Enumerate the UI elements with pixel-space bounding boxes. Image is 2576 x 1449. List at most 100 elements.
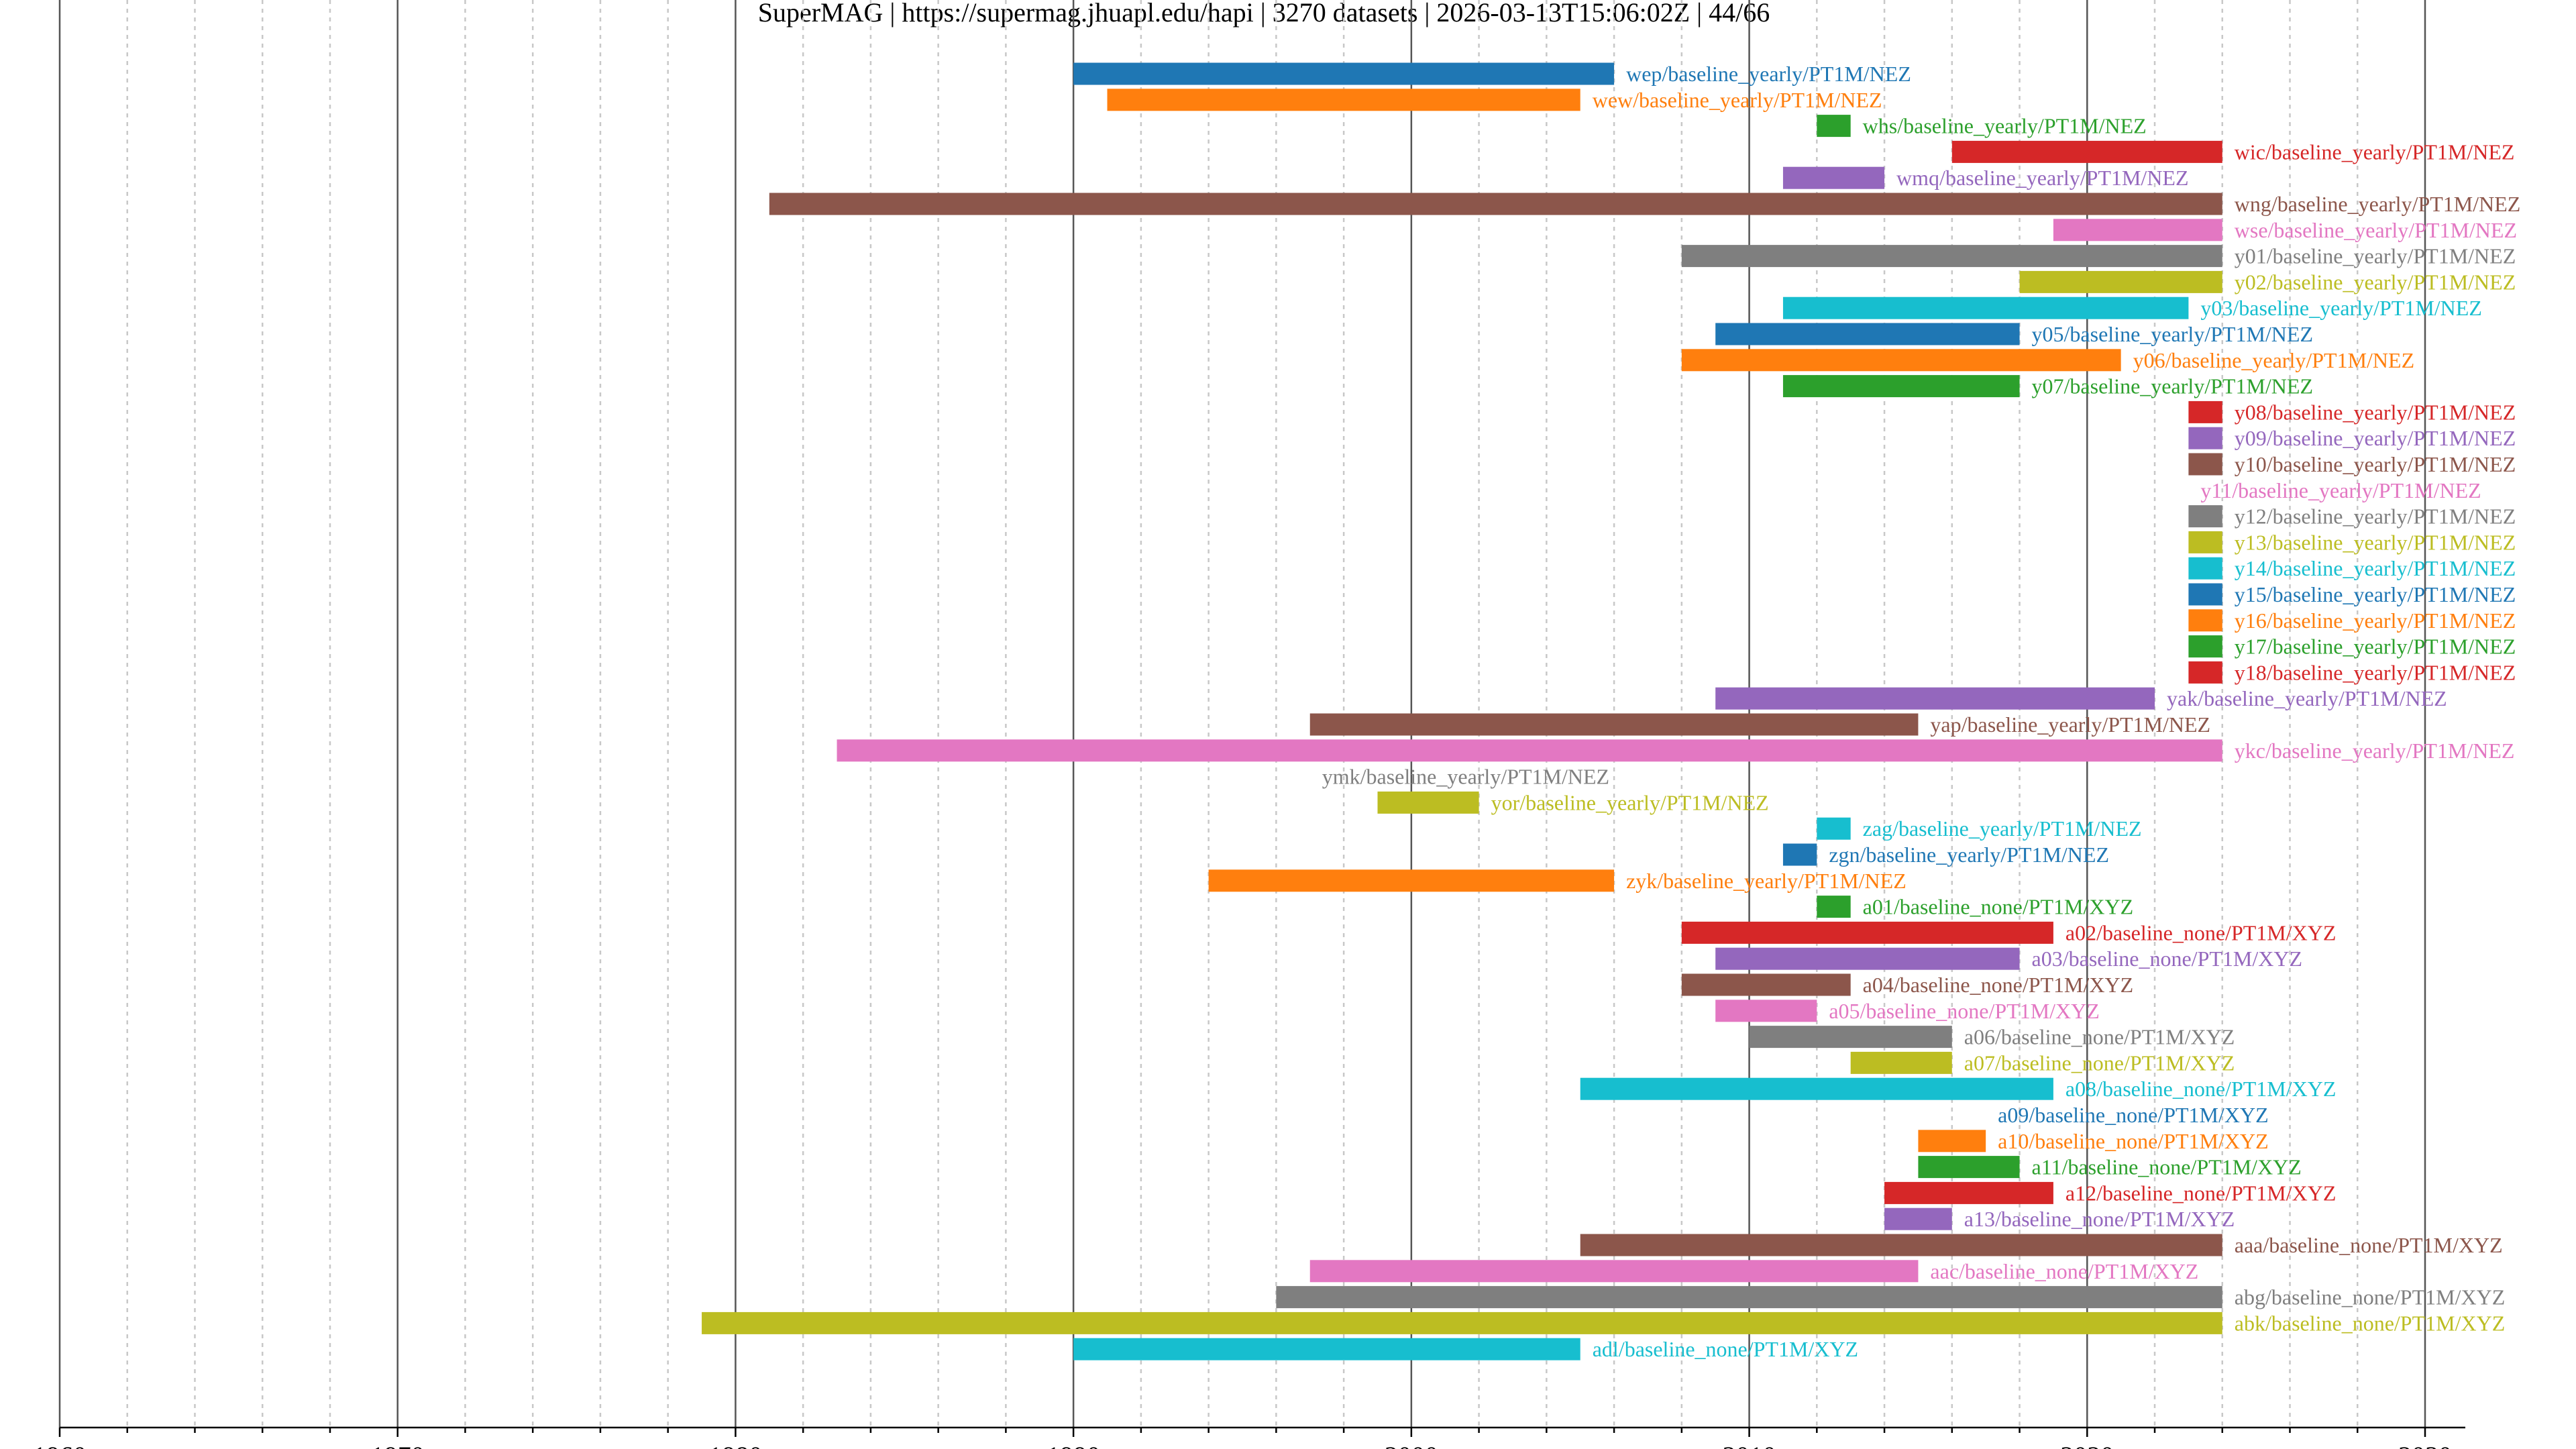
dataset-label: y09/baseline_yearly/PT1M/NEZ — [2235, 426, 2516, 450]
dataset-bar[interactable] — [1276, 1286, 2222, 1309]
dataset-bar[interactable] — [2188, 609, 2222, 632]
dataset-bar[interactable] — [1580, 1077, 2053, 1100]
dataset-label: y08/baseline_yearly/PT1M/NEZ — [2235, 400, 2516, 424]
dataset-label: aac/baseline_none/PT1M/XYZ — [1930, 1259, 2198, 1283]
dataset-label: wep/baseline_yearly/PT1M/NEZ — [1626, 62, 1911, 86]
dataset-bar[interactable] — [1681, 973, 1851, 996]
dataset-bar[interactable] — [1580, 1234, 2222, 1256]
dataset-bar[interactable] — [2019, 270, 2222, 293]
x-tick-label: 2010 — [1723, 1441, 1776, 1449]
dataset-bar[interactable] — [2188, 661, 2222, 684]
x-tick-label: 1980 — [708, 1441, 762, 1449]
chart-title: SuperMAG | https://supermag.jhuapl.edu/h… — [758, 0, 1770, 28]
dataset-label: zag/baseline_yearly/PT1M/NEZ — [1863, 816, 2142, 841]
dataset-bar[interactable] — [1715, 947, 2020, 970]
dataset-label: wse/baseline_yearly/PT1M/NEZ — [2235, 218, 2517, 242]
dataset-bar[interactable] — [1681, 245, 2222, 268]
dataset-bar[interactable] — [2188, 583, 2222, 606]
dataset-bar[interactable] — [1817, 817, 1851, 840]
dataset-bar[interactable] — [1681, 349, 2121, 372]
dataset-bar[interactable] — [2188, 531, 2222, 553]
dataset-label: a04/baseline_none/PT1M/XYZ — [1863, 973, 2133, 997]
x-tick-label: 2030 — [2398, 1441, 2452, 1449]
dataset-bar[interactable] — [769, 193, 2222, 215]
dataset-bar[interactable] — [1918, 1130, 1986, 1152]
dataset-bar[interactable] — [1377, 791, 1479, 814]
dataset-bar[interactable] — [1850, 1051, 1952, 1074]
dataset-label: a10/baseline_none/PT1M/XYZ — [1998, 1129, 2268, 1153]
x-axis: 1960 1970 1980 1990 2000 2010 2020 2030 — [33, 1426, 2465, 1449]
dataset-bar[interactable] — [1782, 166, 1885, 189]
dataset-label: a07/baseline_none/PT1M/XYZ — [1964, 1051, 2235, 1075]
dataset-label: y17/baseline_yearly/PT1M/NEZ — [2235, 635, 2516, 659]
dataset-label: ymk/baseline_yearly/PT1M/NEZ — [1322, 765, 1609, 789]
dataset-label: y16/baseline_yearly/PT1M/NEZ — [2235, 608, 2516, 633]
x-tick-label: 2020 — [2060, 1441, 2114, 1449]
dataset-bar[interactable] — [1817, 115, 1851, 138]
dataset-label: y15/baseline_yearly/PT1M/NEZ — [2235, 582, 2516, 606]
dataset-label: y03/baseline_yearly/PT1M/NEZ — [2200, 296, 2481, 320]
dataset-bar[interactable] — [1884, 1181, 2053, 1204]
dataset-bar[interactable] — [1208, 869, 1615, 892]
dataset-label: whs/baseline_yearly/PT1M/NEZ — [1863, 114, 2147, 138]
dataset-label: a09/baseline_none/PT1M/XYZ — [1998, 1103, 2268, 1127]
dataset-label: yak/baseline_yearly/PT1M/NEZ — [2167, 686, 2447, 710]
dataset-label: a01/baseline_none/PT1M/XYZ — [1863, 895, 2133, 919]
dataset-bar[interactable] — [1782, 843, 1817, 866]
x-tick-label: 1990 — [1046, 1441, 1100, 1449]
dataset-bar[interactable] — [1715, 687, 2155, 710]
dataset-label: aaa/baseline_none/PT1M/XYZ — [2235, 1233, 2503, 1257]
dataset-label: a02/baseline_none/PT1M/XYZ — [2065, 920, 2336, 945]
dataset-label: zgn/baseline_yearly/PT1M/NEZ — [1829, 843, 2109, 867]
dataset-bar[interactable] — [1951, 140, 2222, 163]
dataset-label: a05/baseline_none/PT1M/XYZ — [1829, 999, 2099, 1023]
dataset-label: abg/baseline_none/PT1M/XYZ — [2235, 1285, 2505, 1309]
dataset-bar[interactable] — [1309, 1260, 1919, 1283]
dataset-label: wic/baseline_yearly/PT1M/NEZ — [2235, 140, 2515, 164]
dataset-bar[interactable] — [1918, 1156, 2020, 1179]
dataset-bar[interactable] — [1782, 375, 2020, 398]
dataset-label: adl/baseline_none/PT1M/XYZ — [1593, 1337, 1858, 1361]
dataset-label: y18/baseline_yearly/PT1M/NEZ — [2235, 660, 2516, 684]
dataset-bar[interactable] — [2053, 219, 2222, 241]
dataset-bar[interactable] — [702, 1311, 2222, 1334]
dataset-label: y02/baseline_yearly/PT1M/NEZ — [2235, 270, 2516, 294]
dataset-label: ykc/baseline_yearly/PT1M/NEZ — [2235, 739, 2515, 763]
x-tick-label: 2000 — [1385, 1441, 1438, 1449]
dataset-bar[interactable] — [1782, 297, 2189, 319]
x-tick-label: 1970 — [371, 1441, 425, 1449]
dataset-bar[interactable] — [1073, 62, 1615, 85]
dataset-label: y12/baseline_yearly/PT1M/NEZ — [2235, 504, 2516, 529]
dataset-label: y05/baseline_yearly/PT1M/NEZ — [2032, 322, 2313, 346]
dataset-bar[interactable] — [1817, 896, 1851, 918]
dataset-label: y07/baseline_yearly/PT1M/NEZ — [2032, 374, 2313, 398]
dataset-bar[interactable] — [2188, 557, 2222, 580]
dataset-bar[interactable] — [1681, 921, 2053, 944]
dataset-bar[interactable] — [1309, 713, 1919, 736]
x-tick-label: 1960 — [33, 1441, 87, 1449]
dataset-bar[interactable] — [1073, 1338, 1580, 1360]
dataset-label: y14/baseline_yearly/PT1M/NEZ — [2235, 556, 2516, 580]
dataset-label: a11/baseline_none/PT1M/XYZ — [2032, 1155, 2302, 1179]
dataset-label: wng/baseline_yearly/PT1M/NEZ — [2235, 192, 2521, 216]
dataset-bar[interactable] — [1749, 1026, 1952, 1049]
dataset-bar[interactable] — [837, 739, 2222, 762]
dataset-label: y01/baseline_yearly/PT1M/NEZ — [2235, 244, 2516, 268]
dataset-bar[interactable] — [2188, 635, 2222, 658]
dataset-bar[interactable] — [2188, 505, 2222, 528]
dataset-label: yap/baseline_yearly/PT1M/NEZ — [1930, 712, 2210, 737]
dataset-label: a12/baseline_none/PT1M/XYZ — [2065, 1181, 2336, 1205]
dataset-bar[interactable] — [2188, 453, 2222, 476]
dataset-bar[interactable] — [1715, 1000, 1817, 1022]
dataset-label: a08/baseline_none/PT1M/XYZ — [2065, 1077, 2336, 1101]
dataset-bar[interactable] — [1715, 323, 2020, 345]
dataset-label: y06/baseline_yearly/PT1M/NEZ — [2133, 348, 2414, 372]
dataset-bar[interactable] — [1107, 89, 1580, 111]
dataset-label: a03/baseline_none/PT1M/XYZ — [2032, 947, 2302, 971]
dataset-bars: wep/baseline_yearly/PT1M/NEZwew/baseline… — [702, 62, 2520, 1361]
dataset-bar[interactable] — [2188, 400, 2222, 423]
grid-lines — [58, 0, 2426, 1428]
dataset-bar[interactable] — [1884, 1208, 1952, 1230]
dataset-bar[interactable] — [2188, 427, 2222, 449]
